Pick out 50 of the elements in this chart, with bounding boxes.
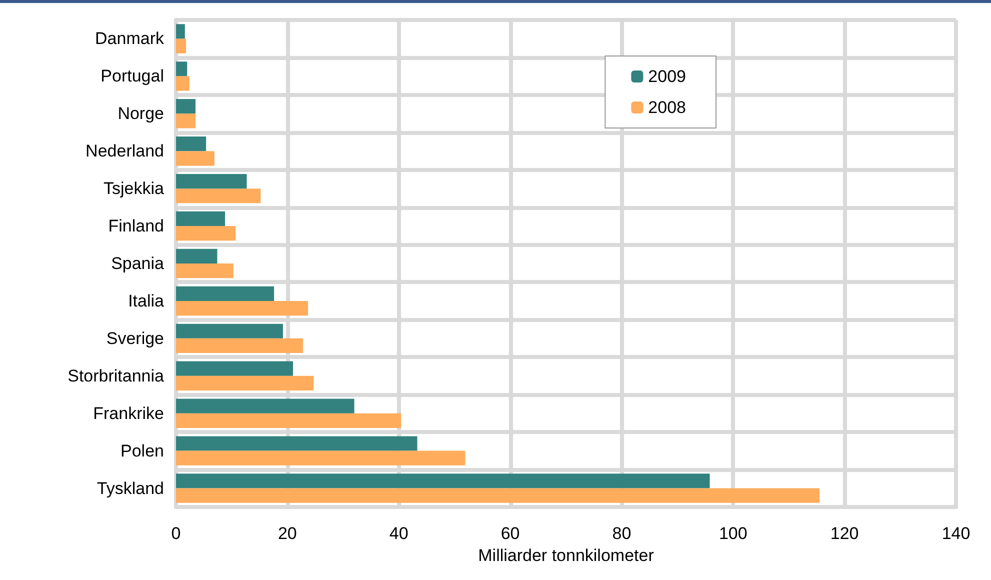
y-tick-label: Storbritannia bbox=[68, 366, 165, 386]
bar bbox=[176, 24, 185, 39]
bar bbox=[176, 136, 206, 152]
y-tick-label: Tyskland bbox=[96, 478, 164, 498]
bar bbox=[176, 338, 304, 354]
x-tick-label: 60 bbox=[500, 524, 520, 543]
bar bbox=[176, 398, 354, 414]
bar bbox=[176, 376, 314, 390]
x-tick-label: 20 bbox=[278, 524, 297, 543]
x-tick-label: 100 bbox=[718, 524, 748, 543]
legend-label: 2008 bbox=[648, 98, 686, 117]
x-tick-label: 0 bbox=[171, 524, 181, 543]
y-tick-label: Finland bbox=[108, 216, 164, 236]
bar bbox=[176, 474, 710, 488]
x-axis-title: Milliarder tonnkilometer bbox=[478, 546, 654, 565]
bar bbox=[176, 413, 402, 428]
x-tick-label: 140 bbox=[942, 524, 970, 543]
y-tick-label: Tsjekkia bbox=[104, 179, 165, 198]
bar bbox=[176, 38, 186, 54]
y-tick-label: Portugal bbox=[100, 66, 164, 86]
bar bbox=[176, 62, 188, 76]
bar bbox=[176, 248, 218, 264]
y-tick-label: Danmark bbox=[95, 29, 164, 48]
bar bbox=[176, 286, 274, 301]
bar bbox=[176, 211, 226, 226]
bar bbox=[176, 188, 261, 204]
bar bbox=[176, 76, 190, 91]
y-tick-label: Norge bbox=[118, 104, 164, 124]
x-tick-label: 40 bbox=[389, 524, 408, 543]
bar bbox=[176, 174, 247, 189]
bar bbox=[176, 264, 234, 278]
bar bbox=[176, 488, 820, 503]
bar bbox=[176, 300, 308, 316]
bar bbox=[176, 436, 418, 451]
bar bbox=[176, 450, 466, 466]
x-tick-label: 120 bbox=[830, 524, 859, 543]
bar bbox=[176, 324, 283, 338]
x-tick-label: 80 bbox=[612, 524, 632, 543]
bar bbox=[176, 361, 293, 376]
y-tick-label: Sverige bbox=[106, 328, 164, 348]
bar bbox=[176, 114, 196, 128]
y-tick-label: Frankrike bbox=[93, 404, 164, 423]
bar bbox=[176, 99, 196, 114]
y-tick-label: Italia bbox=[128, 291, 165, 310]
bar bbox=[176, 151, 214, 166]
y-tick-label: Spania bbox=[111, 254, 165, 273]
legend-label: 2009 bbox=[648, 67, 686, 86]
bar bbox=[176, 226, 236, 241]
y-tick-label: Nederland bbox=[86, 142, 164, 161]
y-tick-label: Polen bbox=[120, 441, 164, 460]
